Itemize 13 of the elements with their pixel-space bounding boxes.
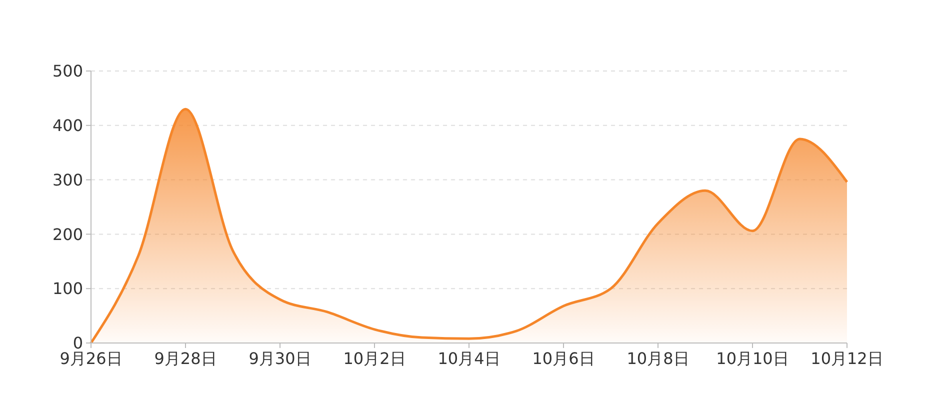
y-tick-label: 500 <box>52 62 83 81</box>
x-tick-label: 10月12日 <box>810 349 884 368</box>
x-tick-label: 9月30日 <box>248 349 312 368</box>
x-tick-label: 10月2日 <box>343 349 406 368</box>
y-tick-label: 100 <box>52 279 83 298</box>
x-tick-label: 10月8日 <box>626 349 690 368</box>
y-tick-label: 200 <box>52 224 83 244</box>
y-tick-label: 400 <box>52 116 83 135</box>
y-tick-label: 300 <box>52 170 83 190</box>
x-tick-label: 10月4日 <box>438 349 500 368</box>
x-tick-label: 10月10日 <box>716 349 789 368</box>
x-tick-label: 9月28日 <box>154 349 217 368</box>
x-tick-label: 10月6日 <box>532 349 595 368</box>
